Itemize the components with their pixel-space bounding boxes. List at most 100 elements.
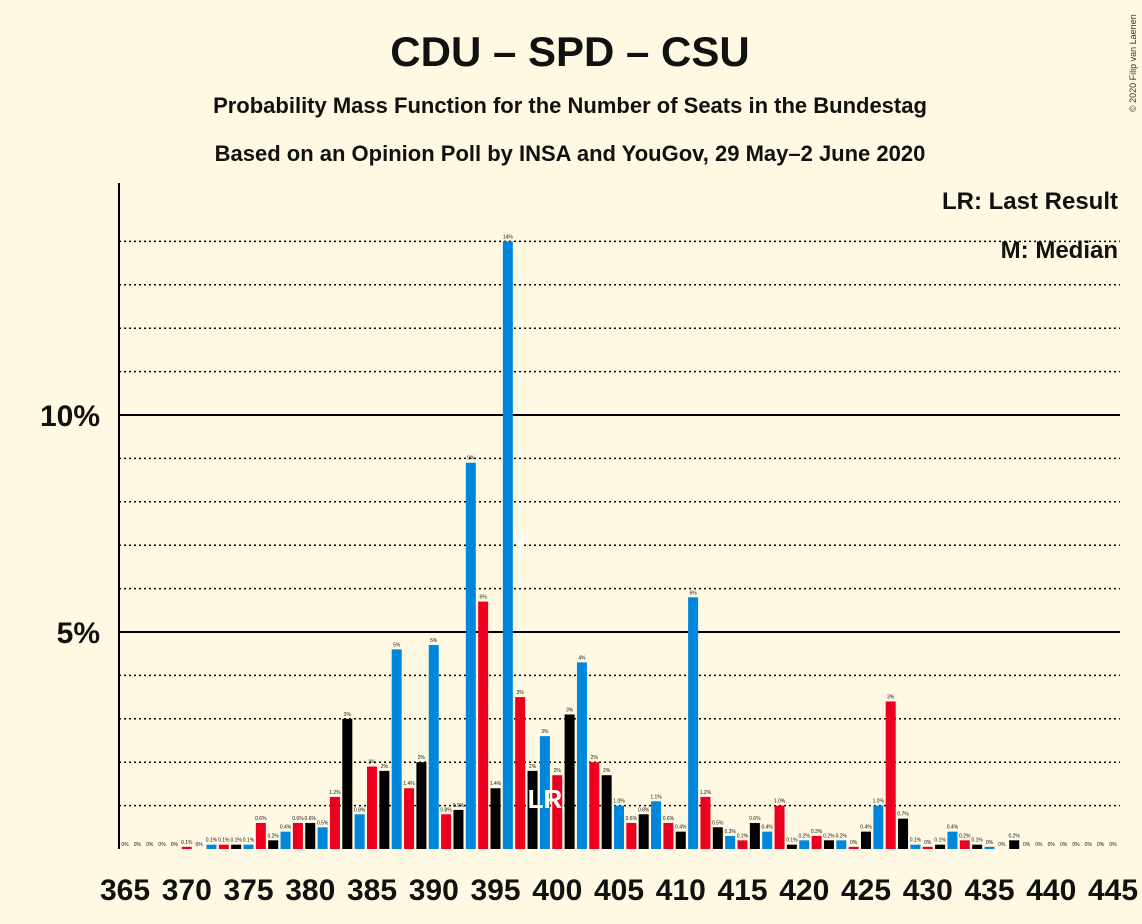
bar-value-label: 0.2% <box>1008 833 1020 839</box>
bar-seat-388 <box>404 788 415 849</box>
bar-seat-409 <box>663 822 674 849</box>
bar-value-label: 0.2% <box>823 833 835 839</box>
bar-seat-384 <box>354 814 365 849</box>
chart-subtitle-1: Probability Mass Function for the Number… <box>213 93 927 118</box>
bar-value-label: 14% <box>503 234 514 240</box>
x-axis-tick-labels: 365 370 375 380 385 390 395 400 405 410 415 420 425 4… <box>100 874 1138 907</box>
x-tick-label: 370 <box>162 874 212 907</box>
bar-value-label: 0.6% <box>626 816 638 822</box>
bar-seat-403 <box>589 762 600 849</box>
median-marker <box>512 534 528 549</box>
bar-seat-413 <box>712 827 723 849</box>
bar-value-label: 0.6% <box>255 816 267 822</box>
bar-value-label: 0% <box>134 842 142 848</box>
grid-lines <box>119 240 1120 807</box>
bar-seat-398 <box>527 770 538 849</box>
x-tick-label: 405 <box>594 874 644 907</box>
bar-seat-408 <box>651 801 662 849</box>
bar-value-label: 5% <box>393 642 401 648</box>
bar-value-label: 0.4% <box>675 825 687 831</box>
y-axis-tick-labels: 5% 10% <box>40 400 100 650</box>
bar-value-label: 0% <box>171 842 179 848</box>
bar-value-label: 0% <box>146 842 154 848</box>
bar-seat-383 <box>342 718 353 849</box>
legend-last-result: LR: Last Result <box>942 188 1118 215</box>
x-tick-label: 410 <box>656 874 706 907</box>
bar-value-label: 0.2% <box>267 833 279 839</box>
x-tick-label: 380 <box>285 874 335 907</box>
bar-seat-419 <box>786 844 797 849</box>
x-tick-label: 385 <box>347 874 397 907</box>
bar-seat-430 <box>922 846 933 849</box>
x-tick-label: 375 <box>223 874 273 907</box>
bar-seat-392 <box>453 809 464 849</box>
x-tick-label: 400 <box>532 874 582 907</box>
bar-seat-399 <box>539 736 550 849</box>
bar-seat-405 <box>614 805 624 849</box>
bar-seat-395 <box>490 788 501 849</box>
bar-seat-385 <box>367 766 377 849</box>
bar-seat-407 <box>638 814 649 849</box>
chart-title: CDU – SPD – CSU <box>390 28 749 75</box>
bar-value-label: 0.2% <box>836 833 848 839</box>
bar-seat-373 <box>218 844 229 849</box>
bar-value-label: 0.1% <box>230 838 242 844</box>
bar-value-label: 2% <box>418 755 426 761</box>
bar-value-label: 0% <box>1109 842 1117 848</box>
bar-value-label: 0.1% <box>218 838 230 844</box>
x-tick-label: 395 <box>470 874 520 907</box>
bar-value-label: 2% <box>554 768 562 774</box>
bar-seat-427 <box>885 701 896 849</box>
x-tick-label: 445 <box>1088 874 1138 907</box>
bar-value-label: 3% <box>344 712 352 718</box>
bar-seat-410 <box>675 831 686 849</box>
x-tick-label: 435 <box>964 874 1014 907</box>
bar-value-label: 1.4% <box>490 781 502 787</box>
bar-value-label: 0.1% <box>181 840 193 846</box>
copyright-notice: © 2020 Filip van Laenen <box>1128 14 1138 112</box>
bar-value-label: 6% <box>689 590 697 596</box>
bar-value-label: 0.6% <box>292 816 304 822</box>
bar-value-label: 3% <box>517 690 525 696</box>
bar-value-label: 0% <box>850 840 858 846</box>
bar-seat-376 <box>255 822 266 849</box>
bar-seat-433 <box>959 840 970 849</box>
bar-value-label: 0.4% <box>761 825 773 831</box>
bar-value-label: 0% <box>158 842 166 848</box>
bar-value-label: 0.8% <box>638 807 650 813</box>
bar-seat-397 <box>515 697 526 849</box>
bar-value-label: 0% <box>1072 842 1080 848</box>
bar-seat-386 <box>379 770 390 849</box>
x-tick-label: 420 <box>779 874 829 907</box>
bar-value-label: 0% <box>1048 842 1056 848</box>
bar-seat-402 <box>576 662 587 849</box>
bar-value-label: 0.4% <box>860 825 872 831</box>
x-tick-label: 365 <box>100 874 150 907</box>
bar-value-label: 0.4% <box>280 825 292 831</box>
bar-seat-416 <box>749 822 760 849</box>
bar-series <box>181 241 1020 849</box>
bar-value-labels: 0% 0% 0% 0% 0% 0.1% 0%0.1% 0.1% 0.1% 0.1%0.6%0.2%… <box>121 234 1117 848</box>
bar-value-label: 0.4% <box>947 825 959 831</box>
bar-seat-375 <box>243 844 254 849</box>
bar-value-label: 2% <box>381 764 389 770</box>
bar-seat-370 <box>181 846 192 849</box>
bar-value-label: 9% <box>467 456 475 462</box>
bar-seat-406 <box>626 822 637 849</box>
bar-value-label: 3% <box>566 707 574 713</box>
bar-seat-426 <box>873 805 884 849</box>
bar-value-label: 5% <box>430 638 438 644</box>
x-tick-label: 425 <box>841 874 891 907</box>
bar-value-label: 1.0% <box>613 799 625 805</box>
x-tick-label: 415 <box>717 874 767 907</box>
bar-seat-417 <box>762 831 773 849</box>
x-tick-label: 430 <box>903 874 953 907</box>
bar-value-label: 0.2% <box>799 833 811 839</box>
bar-value-label: 0.9% <box>453 803 465 809</box>
bar-value-label: 1.0% <box>873 799 885 805</box>
bar-value-label: 0.1% <box>934 838 946 844</box>
bar-value-label: 0% <box>1060 842 1068 848</box>
bar-value-label: 0% <box>1035 842 1043 848</box>
bar-value-label: 0% <box>1085 842 1093 848</box>
bar-value-label: 1.0% <box>774 799 786 805</box>
